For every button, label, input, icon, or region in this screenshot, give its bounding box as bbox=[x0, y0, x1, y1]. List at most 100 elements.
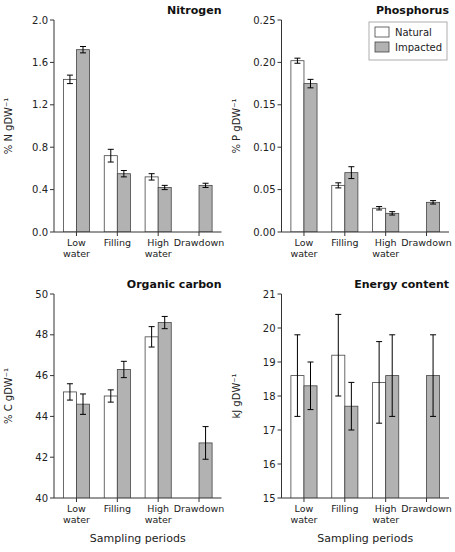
x-axis bbox=[282, 232, 450, 233]
error-bar bbox=[389, 212, 395, 215]
error-line bbox=[379, 207, 380, 210]
y-tick-label: 19 bbox=[263, 357, 276, 368]
y-tick-label: 0.15 bbox=[253, 99, 275, 110]
error-cap bbox=[162, 328, 168, 329]
error-line bbox=[164, 316, 165, 328]
error-cap bbox=[376, 341, 382, 342]
error-bar bbox=[67, 384, 73, 400]
bar bbox=[291, 61, 304, 232]
y-tick bbox=[278, 104, 282, 105]
error-bar bbox=[389, 335, 395, 417]
error-bar bbox=[203, 183, 209, 187]
y-tick-label: 21 bbox=[263, 289, 276, 300]
error-cap bbox=[335, 187, 341, 188]
y-axis bbox=[281, 294, 282, 498]
bar bbox=[117, 174, 130, 232]
title: Nitrogen bbox=[167, 4, 221, 17]
x-tick-label-line: Filling bbox=[104, 237, 131, 248]
error-cap bbox=[376, 423, 382, 424]
x-tick-label: Drawdown bbox=[401, 237, 451, 248]
y-tick-label: 0.25 bbox=[253, 15, 275, 26]
error-cap bbox=[67, 400, 73, 401]
error-line bbox=[338, 183, 339, 188]
x-tick bbox=[426, 498, 427, 502]
x-tick-label: Lowwater bbox=[63, 503, 90, 525]
bar bbox=[63, 79, 76, 232]
x-tick bbox=[199, 498, 200, 502]
plot-area bbox=[291, 314, 440, 498]
x-tick-label-line: Low bbox=[295, 503, 314, 514]
error-bar bbox=[67, 75, 73, 83]
error-cap bbox=[430, 416, 436, 417]
error-bar bbox=[348, 382, 354, 430]
error-cap bbox=[335, 314, 341, 315]
error-cap bbox=[294, 63, 300, 64]
error-cap bbox=[308, 409, 314, 410]
x-tick bbox=[117, 498, 118, 502]
y-tick bbox=[278, 20, 282, 21]
y-tick bbox=[278, 328, 282, 329]
y-tick bbox=[278, 147, 282, 148]
error-cap bbox=[162, 316, 168, 317]
y-tick bbox=[278, 362, 282, 363]
y-tick bbox=[50, 104, 54, 105]
y-tick-label: 18 bbox=[263, 391, 276, 402]
x-tick-label-line: High bbox=[375, 503, 397, 514]
x-tick bbox=[303, 232, 304, 236]
x-tick-label-line: Low bbox=[67, 237, 86, 248]
error-cap bbox=[149, 180, 155, 181]
y-axis-label: % C gDW⁻¹ bbox=[3, 368, 14, 424]
y-tick-label: 0.4 bbox=[32, 184, 48, 195]
error-bar bbox=[294, 58, 300, 63]
error-cap bbox=[430, 334, 436, 335]
x-tick-label: Drawdown bbox=[174, 237, 224, 248]
error-cap bbox=[308, 362, 314, 363]
y-tick bbox=[50, 20, 54, 21]
error-bar bbox=[149, 174, 155, 180]
bar bbox=[63, 392, 76, 498]
error-line bbox=[205, 427, 206, 460]
y-tick bbox=[278, 396, 282, 397]
error-cap bbox=[121, 361, 127, 362]
error-bar bbox=[108, 149, 114, 162]
bar bbox=[386, 213, 399, 232]
error-bar bbox=[149, 327, 155, 347]
error-line bbox=[392, 335, 393, 417]
y-axis-label: kJ gDW⁻¹ bbox=[231, 373, 242, 418]
x-tick-label: Highwater bbox=[145, 503, 172, 525]
error-bar bbox=[108, 390, 114, 402]
error-line bbox=[297, 58, 298, 63]
error-cap bbox=[348, 166, 354, 167]
y-tick-label: 0.8 bbox=[32, 142, 48, 153]
bar bbox=[158, 187, 171, 232]
x-tick-label-line: High bbox=[147, 237, 169, 248]
error-cap bbox=[162, 185, 168, 186]
x-tick-label-line: High bbox=[375, 237, 397, 248]
title: Organic carbon bbox=[127, 278, 222, 291]
y-tick-label: 20 bbox=[263, 323, 276, 334]
error-cap bbox=[80, 414, 86, 415]
figure: 0.00.40.81.21.62.0LowwaterFillingHighwat… bbox=[0, 0, 455, 552]
y-tick bbox=[278, 430, 282, 431]
x-tick-label-line: water bbox=[145, 248, 172, 259]
bar bbox=[158, 323, 171, 498]
y-tick-label: 42 bbox=[35, 452, 48, 463]
bar bbox=[145, 337, 158, 498]
y-axis bbox=[54, 294, 55, 498]
error-cap bbox=[108, 162, 114, 163]
y-axis bbox=[281, 20, 282, 232]
error-cap bbox=[203, 459, 209, 460]
x-tick-label: Filling bbox=[331, 503, 358, 514]
y-tick bbox=[50, 294, 54, 295]
x-tick-label-line: Drawdown bbox=[401, 503, 451, 514]
error-cap bbox=[308, 79, 314, 80]
y-tick-label: 44 bbox=[35, 411, 48, 422]
error-cap bbox=[389, 334, 395, 335]
error-bar bbox=[121, 361, 127, 377]
error-cap bbox=[294, 416, 300, 417]
y-tick-label: 1.2 bbox=[32, 99, 48, 110]
x-tick-label-line: water bbox=[145, 514, 172, 525]
error-cap bbox=[121, 176, 127, 177]
bar bbox=[427, 202, 440, 232]
x-tick-label-line: Filling bbox=[331, 237, 358, 248]
